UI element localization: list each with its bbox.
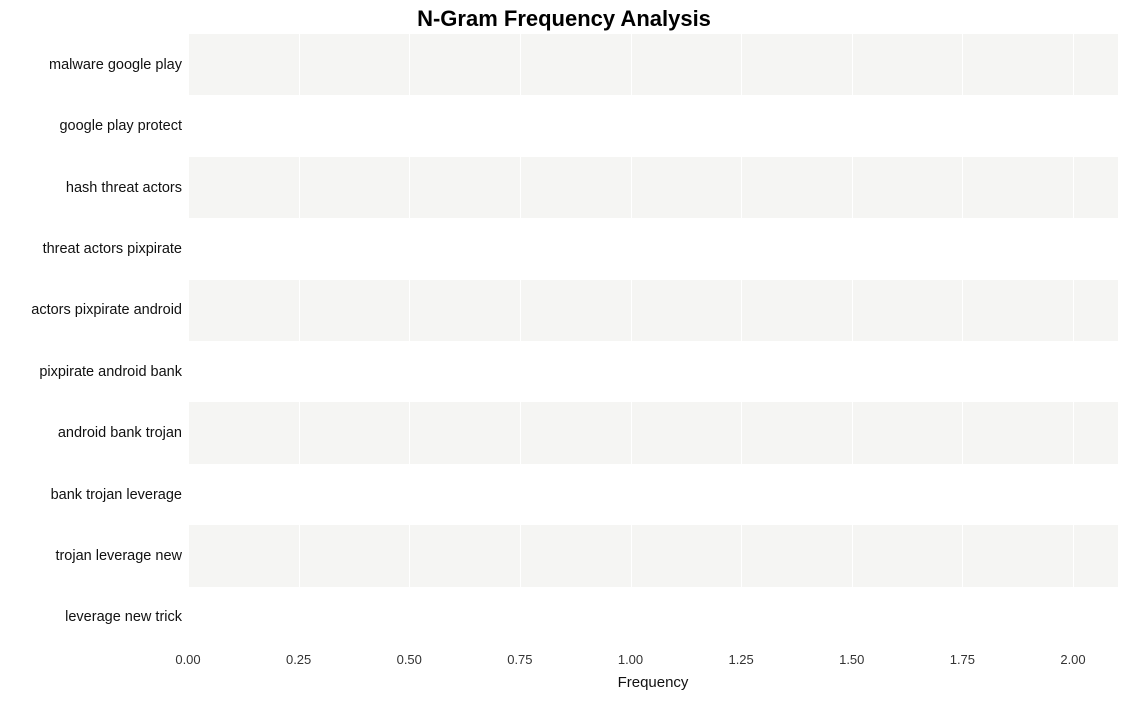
- row-background: [188, 280, 1118, 341]
- y-tick-label: pixpirate android bank: [39, 364, 182, 380]
- gridline: [520, 34, 521, 648]
- chart-title: N-Gram Frequency Analysis: [0, 6, 1128, 32]
- x-tick-label: 0.50: [397, 652, 422, 667]
- chart-row: [188, 341, 1118, 402]
- y-tick-label: leverage new trick: [65, 609, 182, 625]
- gridline: [188, 34, 189, 648]
- gridline: [1073, 34, 1074, 648]
- x-axis-title: Frequency: [188, 674, 1118, 691]
- chart-row: [188, 525, 1118, 586]
- y-tick-label: trojan leverage new: [55, 548, 182, 564]
- x-tick-label: 1.25: [728, 652, 753, 667]
- chart-row: [188, 280, 1118, 341]
- x-tick-label: 2.00: [1060, 652, 1085, 667]
- gridline: [741, 34, 742, 648]
- row-background: [188, 525, 1118, 586]
- chart-row: [188, 464, 1118, 525]
- x-tick-label: 0.75: [507, 652, 532, 667]
- chart-row: [188, 587, 1118, 648]
- y-tick-label: google play protect: [59, 118, 182, 134]
- y-tick-label: bank trojan leverage: [51, 487, 182, 503]
- x-tick-label: 1.50: [839, 652, 864, 667]
- x-axis: 0.000.250.500.751.001.251.501.752.00: [188, 652, 1118, 672]
- gridline: [409, 34, 410, 648]
- chart-row: [188, 95, 1118, 156]
- x-tick-label: 1.75: [950, 652, 975, 667]
- y-tick-label: hash threat actors: [66, 180, 182, 196]
- gridline: [962, 34, 963, 648]
- gridline: [631, 34, 632, 648]
- y-tick-label: android bank trojan: [58, 425, 182, 441]
- row-background: [188, 34, 1118, 95]
- gridline: [299, 34, 300, 648]
- chart-row: [188, 218, 1118, 279]
- row-background: [188, 464, 1118, 525]
- row-background: [188, 95, 1118, 156]
- row-background: [188, 157, 1118, 218]
- chart-row: [188, 157, 1118, 218]
- y-tick-label: actors pixpirate android: [31, 302, 182, 318]
- row-background: [188, 218, 1118, 279]
- plot-area: [188, 34, 1118, 648]
- x-tick-label: 1.00: [618, 652, 643, 667]
- y-tick-label: threat actors pixpirate: [43, 241, 182, 257]
- y-tick-label: malware google play: [49, 57, 182, 73]
- chart-row: [188, 34, 1118, 95]
- gridline: [852, 34, 853, 648]
- row-background: [188, 341, 1118, 402]
- row-background: [188, 587, 1118, 648]
- row-background: [188, 402, 1118, 463]
- x-tick-label: 0.00: [175, 652, 200, 667]
- ngram-chart: N-Gram Frequency Analysis malware google…: [0, 0, 1128, 701]
- chart-row: [188, 402, 1118, 463]
- x-tick-label: 0.25: [286, 652, 311, 667]
